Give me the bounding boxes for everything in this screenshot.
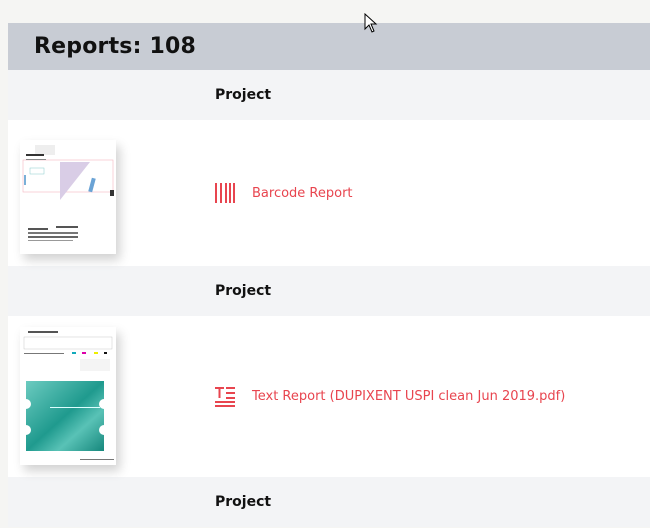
group-label: Project — [215, 494, 272, 510]
group-header: Project — [8, 477, 650, 527]
barcode-icon — [215, 183, 235, 203]
report-thumbnail[interactable] — [20, 327, 116, 465]
report-label: Barcode Report — [252, 185, 353, 201]
group-header: Project — [8, 70, 650, 120]
text-report-icon — [215, 387, 235, 407]
packaging-artwork-image — [22, 145, 114, 241]
label-artwork-image — [23, 331, 114, 460]
reports-header: Reports: 108 — [8, 23, 650, 70]
mouse-cursor-icon — [364, 13, 378, 33]
report-row[interactable]: Barcode Report — [8, 120, 650, 266]
report-thumbnail[interactable] — [20, 140, 116, 254]
group-label: Project — [215, 87, 272, 103]
barcode-report-link[interactable]: Barcode Report — [214, 182, 353, 204]
reports-panel: Reports: 108 Project — [8, 23, 650, 527]
report-label: Text Report (DUPIXENT USPI clean Jun 201… — [252, 388, 566, 404]
group-label: Project — [215, 283, 272, 299]
report-row[interactable]: Text Report (DUPIXENT USPI clean Jun 201… — [8, 316, 650, 477]
reports-count-title: Reports: 108 — [34, 34, 196, 59]
group-header: Project — [8, 266, 650, 316]
text-report-link[interactable]: Text Report (DUPIXENT USPI clean Jun 201… — [214, 385, 565, 407]
